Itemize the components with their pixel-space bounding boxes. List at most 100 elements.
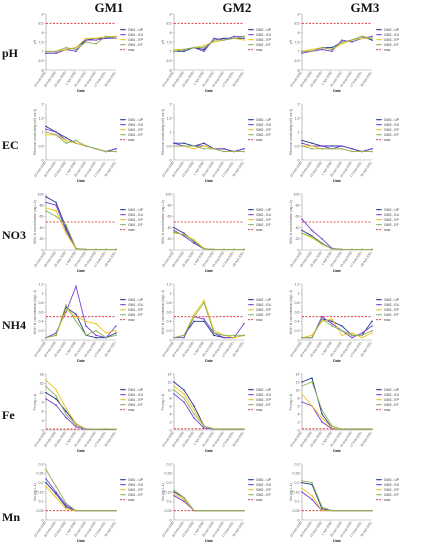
legend-label: max xyxy=(384,318,391,322)
legend-marker xyxy=(250,308,252,311)
series-point xyxy=(55,201,57,204)
y-tick-label: 0 xyxy=(42,338,44,342)
legend-label: GM1 - EP xyxy=(128,128,144,132)
row-header-fe: Fe xyxy=(2,408,15,422)
series-point xyxy=(115,148,117,150)
series-point xyxy=(361,509,363,512)
x-axis-title: Date xyxy=(205,449,213,453)
chart-panel-ph-gm2: 66.577.588.59pH15-Feb-202025-Feb-202015-… xyxy=(161,12,272,93)
legend-marker xyxy=(378,213,380,216)
series-point xyxy=(183,142,185,144)
y-tick-label: 20 xyxy=(168,237,172,241)
series-point xyxy=(193,242,195,245)
series-point xyxy=(213,39,215,41)
series-point xyxy=(65,416,67,419)
series-point xyxy=(203,299,205,302)
series-point xyxy=(321,413,323,415)
legend-label: GM1 - EP xyxy=(128,308,144,312)
series-point xyxy=(45,391,47,394)
y-tick-label: 12 xyxy=(296,380,300,384)
x-axis-title: Date xyxy=(205,179,213,183)
legend-marker xyxy=(378,313,380,316)
series-point xyxy=(341,334,343,337)
series-point xyxy=(183,401,185,403)
series-point xyxy=(85,509,87,512)
series-point xyxy=(65,232,67,234)
series-point xyxy=(243,334,245,337)
y-tick-label: 1.5 xyxy=(167,116,172,120)
chart-panel-mn-gm1: 00.050.10.150.20.250.3Mn (mg L-1)15-Feb-… xyxy=(33,462,144,543)
legend-label: GM3 - UP xyxy=(384,298,400,302)
series-point xyxy=(105,428,107,430)
series-point xyxy=(311,229,313,232)
legend-marker xyxy=(122,488,124,491)
row-header-ph: pH xyxy=(2,46,19,60)
series-point xyxy=(193,413,195,415)
series-point xyxy=(75,313,77,316)
series-point xyxy=(321,315,323,318)
series-point xyxy=(351,248,353,251)
series-point xyxy=(173,494,175,497)
y-tick-label: 8.5 xyxy=(167,22,172,26)
series-point xyxy=(301,401,303,403)
series-point xyxy=(311,148,313,150)
chart-panel-mn-gm2: 00.050.10.150.20.250.3Mn (mg L-1)15-Feb-… xyxy=(161,462,272,543)
series-line xyxy=(302,35,373,52)
series-line xyxy=(301,218,372,250)
series-line xyxy=(45,398,116,430)
legend-marker xyxy=(250,208,252,211)
series-point xyxy=(361,334,363,337)
y-tick-label: 8.5 xyxy=(295,22,300,26)
series-point xyxy=(55,131,57,133)
series-point xyxy=(233,509,235,512)
series-point xyxy=(301,50,303,53)
series-point xyxy=(193,417,195,419)
series-point xyxy=(183,498,185,501)
series-point xyxy=(65,46,67,49)
series-point xyxy=(75,509,77,512)
series-point xyxy=(243,39,245,41)
y-axis-title: pH xyxy=(161,39,165,44)
y-tick-label: 2 xyxy=(298,420,300,424)
series-point xyxy=(55,493,57,495)
y-tick-label: 100 xyxy=(294,192,300,196)
x-axis-title: Date xyxy=(333,359,341,363)
series-point xyxy=(301,145,303,147)
series-point xyxy=(351,150,353,153)
series-point xyxy=(85,37,87,40)
y-tick-label: 0.25 xyxy=(165,472,172,476)
series-point xyxy=(105,332,107,334)
y-tick-label: 0.8 xyxy=(39,301,44,305)
y-tick-label: 14 xyxy=(168,372,172,376)
series-point xyxy=(301,229,303,232)
series-point xyxy=(203,318,205,320)
series-line xyxy=(45,303,117,339)
x-axis-title: Date xyxy=(333,89,341,93)
legend-marker xyxy=(122,128,124,131)
legend-marker xyxy=(378,388,380,391)
legend-label: GM2 - EP xyxy=(256,218,272,222)
series-point xyxy=(193,145,195,147)
series-point xyxy=(55,52,57,54)
y-tick-label: 0.25 xyxy=(37,472,44,476)
series-point xyxy=(115,509,117,512)
series-point xyxy=(55,334,57,337)
y-tick-label: 2 xyxy=(170,420,172,424)
y-tick-label: 9 xyxy=(42,400,44,404)
series-point xyxy=(193,409,195,411)
series-point xyxy=(233,428,235,431)
legend-label: GM2 - EP xyxy=(256,308,272,312)
series-point xyxy=(55,394,57,397)
series-point xyxy=(311,48,313,51)
y-tick-label: 0.5 xyxy=(39,144,44,148)
y-tick-label: 10 xyxy=(168,388,172,392)
column-header-gm1: GM1 xyxy=(94,0,124,15)
series-point xyxy=(115,37,117,40)
series-point xyxy=(173,489,175,491)
y-tick-label: 0 xyxy=(170,428,172,432)
series-line xyxy=(301,230,372,250)
y-tick-label: 0.1 xyxy=(295,500,300,504)
legend-label: GM3 - EP xyxy=(384,308,400,312)
y-tick-label: 0 xyxy=(298,158,300,162)
